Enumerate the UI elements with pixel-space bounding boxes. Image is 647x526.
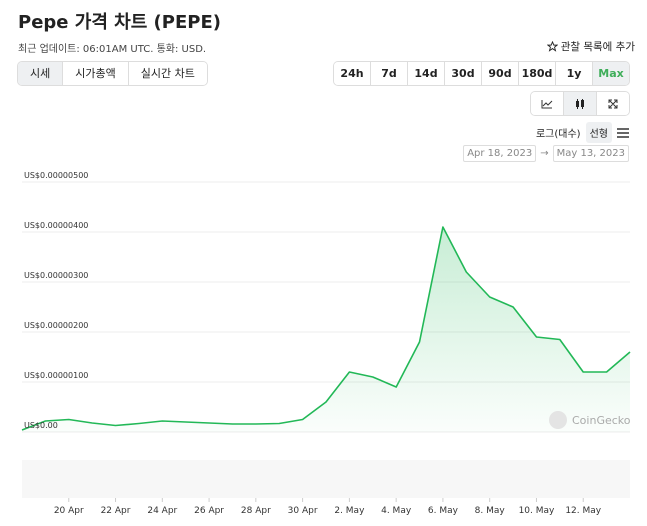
page-title: Pepe 가격 차트 (PEPE) <box>18 12 221 33</box>
range-button[interactable]: 180d <box>519 62 556 85</box>
x-tick-label: 24 Apr <box>147 506 177 516</box>
subtitle: 최근 업데이트: 06:01AM UTC. 통화: USD. <box>18 44 207 55</box>
tab[interactable]: 시가총액 <box>63 62 129 85</box>
x-tick-label: 4. May <box>381 506 412 516</box>
x-tick-label: 30 Apr <box>288 506 318 516</box>
line-icon <box>541 99 553 108</box>
candle-icon <box>576 98 584 109</box>
volume-area <box>22 460 630 498</box>
expand-icon <box>608 99 618 108</box>
price-area <box>22 227 630 432</box>
range-button[interactable]: 7d <box>371 62 408 85</box>
date-arrow: → <box>540 148 549 159</box>
price-chart: CoinGecko US$0.00 US$0.00000100 US$0.00000… <box>21 171 631 516</box>
watermark-text: CoinGecko <box>572 414 631 427</box>
watermark: CoinGecko <box>549 411 631 429</box>
x-tick-label: 2. May <box>334 506 365 516</box>
x-tick-label: 20 Apr <box>54 506 84 516</box>
x-tick-label: 12. May <box>565 506 601 516</box>
tab[interactable]: 실시간 차트 <box>128 62 207 85</box>
x-tick-label: 10. May <box>519 506 555 516</box>
range-button[interactable]: 14d <box>408 62 445 85</box>
date-range: Apr 18, 2023 → May 13, 2023 <box>463 145 629 162</box>
range-button[interactable]: 30d <box>445 62 482 85</box>
tab[interactable]: 시세 <box>18 62 64 85</box>
date-to[interactable]: May 13, 2023 <box>552 145 629 162</box>
menu-icon[interactable] <box>617 127 629 138</box>
star-icon <box>546 41 558 52</box>
chart-type-group <box>530 91 630 116</box>
scale-toggle: 로그(대수) 선형 <box>536 122 629 143</box>
range-button[interactable]: 1y <box>556 62 593 85</box>
price-line <box>21 226 631 431</box>
x-tick-label: 6. May <box>428 506 459 516</box>
range-button[interactable]: 90d <box>482 62 519 85</box>
line-chart-button[interactable] <box>531 92 564 115</box>
date-from[interactable]: Apr 18, 2023 <box>463 145 537 162</box>
y-tick-label: US$0.00000400 <box>24 221 88 230</box>
x-tick-label: 28 Apr <box>241 506 271 516</box>
watchlist-button[interactable]: 관찰 목록에 추가 <box>546 39 635 54</box>
x-tick-label: 26 Apr <box>194 506 224 516</box>
y-tick-label: US$0.00000100 <box>24 371 88 380</box>
log-option[interactable]: 로그(대수) <box>535 129 581 140</box>
y-tick-label: US$0.00000500 <box>24 171 88 180</box>
y-tick-label: US$0.00 <box>24 421 58 430</box>
range-button[interactable]: 24h <box>334 62 371 85</box>
candle-chart-button[interactable] <box>564 92 597 115</box>
x-tick-label: 22 Apr <box>101 506 131 516</box>
watchlist-label: 관찰 목록에 추가 <box>560 41 635 53</box>
linear-option[interactable]: 선형 <box>585 122 612 143</box>
x-tick-label: 8. May <box>475 506 506 516</box>
fullscreen-button[interactable] <box>597 92 629 115</box>
y-tick-label: US$0.00000300 <box>24 271 88 280</box>
range-group: 24h 7d 14d 30d 90d 180d 1y Max <box>333 61 630 86</box>
range-button[interactable]: Max <box>593 62 629 85</box>
y-tick-label: US$0.00000200 <box>24 321 88 330</box>
tab-group: 시세 시가총액 실시간 차트 <box>17 61 208 86</box>
